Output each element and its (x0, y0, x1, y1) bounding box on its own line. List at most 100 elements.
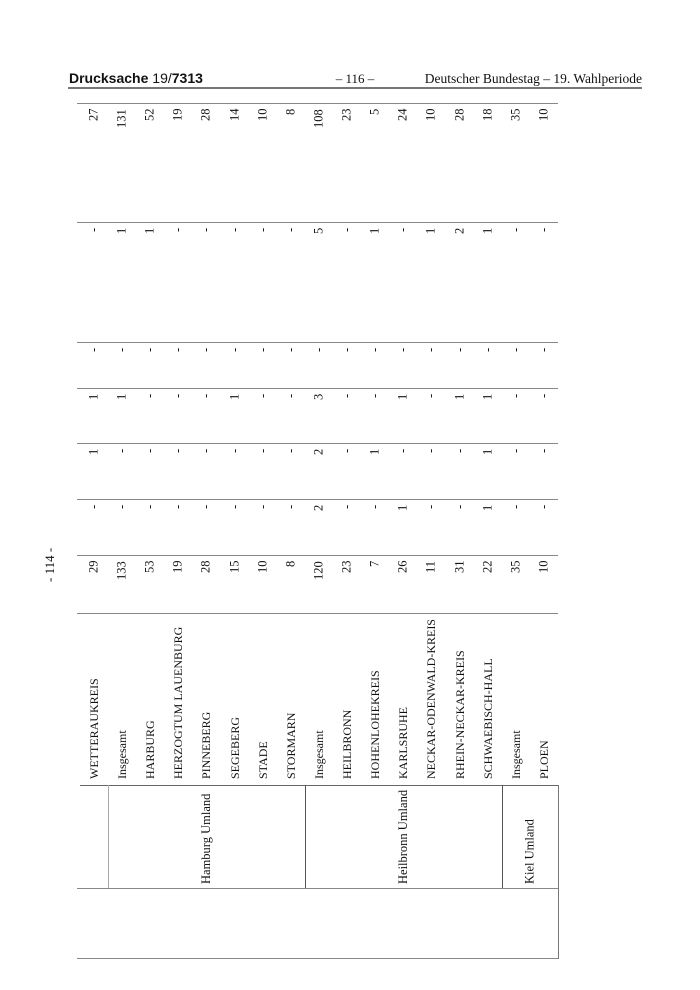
table-cell: - (452, 449, 467, 454)
table-cell: 19 (170, 109, 185, 122)
table-cell: - (536, 505, 551, 510)
row-label: SEGEBERG (227, 716, 242, 779)
document-number: Drucksache 19/7313 (69, 70, 203, 86)
table-cell: 24 (395, 109, 410, 122)
table-cell: - (536, 449, 551, 454)
side-page-number: - 114 - (42, 547, 57, 583)
table-rule (77, 499, 558, 500)
region-divider (304, 785, 306, 888)
table-cell: - (395, 449, 410, 454)
table-cell: - (199, 348, 214, 353)
table-cell: - (227, 449, 242, 454)
table-cell: 10 (255, 109, 270, 122)
table-cell: 1 (480, 449, 495, 456)
row-label: Insgesamt (311, 730, 326, 779)
table-cell: 108 (311, 109, 326, 128)
table-cell: - (170, 394, 185, 399)
table-cell: 1 (114, 394, 129, 401)
table-cell: 8 (283, 561, 298, 568)
table-cell: - (114, 348, 129, 353)
row-label: NECKAR-ODENWALD-KREIS (424, 619, 439, 779)
table-rule (77, 555, 558, 556)
table-cell: - (86, 228, 101, 233)
region-label: Hamburg Umland (199, 793, 214, 884)
table-rule (77, 388, 558, 389)
region-label: Kiel Umland (522, 819, 537, 884)
table-cell: 23 (339, 109, 354, 122)
table-cell: - (536, 348, 551, 353)
table-cell: - (170, 505, 185, 510)
table-cell: - (283, 348, 298, 353)
table-cell: 11 (423, 561, 438, 574)
table-cell: 31 (452, 561, 467, 574)
table-cell: 1 (452, 394, 467, 401)
table-cell: - (199, 449, 214, 454)
table-rule (80, 785, 558, 786)
table-cell: 1 (86, 394, 101, 401)
table-cell: - (536, 394, 551, 399)
table-cell: 23 (339, 561, 354, 574)
table-cell: - (283, 228, 298, 233)
table-cell: - (423, 449, 438, 454)
table-cell: 28 (199, 561, 214, 574)
table-cell: 1 (480, 505, 495, 512)
table-cell: 35 (508, 561, 523, 574)
table-cell: 120 (311, 561, 326, 580)
table-cell: - (367, 505, 382, 510)
table-cell: - (227, 348, 242, 353)
publisher: Deutscher Bundestag – 19. Wahlperiode (424, 71, 642, 86)
table-cell: - (170, 449, 185, 454)
table-cell: 10 (255, 561, 270, 574)
table-cell: - (423, 505, 438, 510)
table-cell: 19 (170, 561, 185, 574)
table-cell: - (339, 394, 354, 399)
table-cell: - (508, 228, 523, 233)
table-cell: - (255, 449, 270, 454)
row-label: WETTERAUKREIS (87, 678, 102, 779)
row-label: PLOEN (536, 740, 551, 779)
row-label: RHEIN-NECKAR-KREIS (452, 650, 467, 779)
table-cell: - (255, 348, 270, 353)
document-number-prefix: 19/ (152, 70, 172, 86)
table-rule (77, 888, 558, 889)
table-cell: - (255, 228, 270, 233)
table-cell: 1 (114, 228, 129, 235)
table-cell: 3 (311, 394, 326, 401)
table-cell: - (142, 449, 157, 454)
table-cell: - (86, 348, 101, 353)
table-rule (77, 103, 558, 104)
row-label: KARLSRUHE (396, 706, 411, 779)
table-cell: 131 (114, 109, 129, 128)
page-number: – 116 – (335, 71, 375, 86)
table-cell: 2 (452, 228, 467, 235)
table-cell: 2 (311, 505, 326, 512)
table-cell: 27 (86, 109, 101, 122)
table-cell: 1 (395, 394, 410, 401)
table-cell: - (508, 505, 523, 510)
table-cell: 35 (508, 109, 523, 122)
table-cell: - (170, 228, 185, 233)
row-label: HARBURG (143, 720, 158, 779)
table-cell: - (142, 505, 157, 510)
region-label: Heilbronn Umland (395, 789, 410, 884)
table-cell: - (480, 348, 495, 353)
table-border (558, 785, 559, 959)
table-cell: - (142, 394, 157, 399)
row-label: STORMARN (283, 712, 298, 779)
table-cell: - (339, 449, 354, 454)
table-cell: - (255, 505, 270, 510)
table-cell: - (395, 228, 410, 233)
header-rule (68, 87, 642, 89)
row-label: HERZOGTUM LAUENBURG (171, 626, 186, 779)
table-rule (77, 342, 558, 343)
table-cell: 18 (480, 109, 495, 122)
row-label: SCHWAEBISCH-HALL (480, 658, 495, 779)
table-cell: 10 (536, 561, 551, 574)
table-cell: 1 (423, 228, 438, 235)
table-cell: 15 (227, 561, 242, 574)
table-cell: - (452, 348, 467, 353)
table-cell: - (423, 348, 438, 353)
table-cell: - (227, 505, 242, 510)
row-label: HOHENLOHEKREIS (368, 670, 383, 779)
row-label: Insgesamt (508, 730, 523, 779)
